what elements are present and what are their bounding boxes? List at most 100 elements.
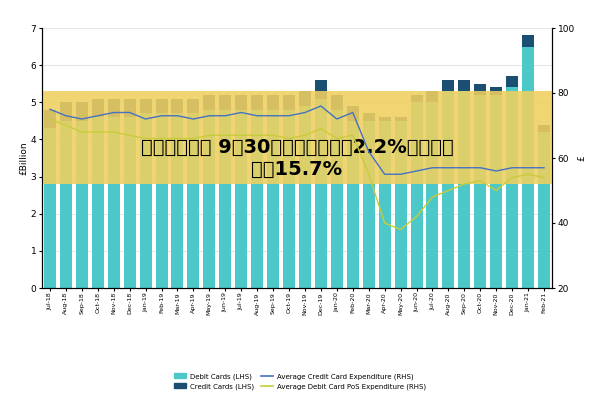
Bar [140, 98, 152, 114]
Bar [522, 36, 534, 46]
Average Credit Card Expenditure (RHS) [301, 110, 308, 115]
Average Credit Card Expenditure (RHS) [476, 165, 484, 170]
Average Debit Card PoS Expenditure (RHS) [333, 136, 340, 141]
Average Debit Card PoS Expenditure (RHS) [110, 130, 118, 134]
Bar [299, 106, 311, 288]
Bar [347, 121, 359, 288]
Average Debit Card PoS Expenditure (RHS) [301, 133, 308, 138]
Y-axis label: £Billion: £Billion [19, 141, 28, 175]
Bar [475, 84, 486, 95]
Bar [315, 80, 327, 98]
Average Credit Card Expenditure (RHS) [541, 165, 548, 170]
Bar [490, 88, 502, 95]
Bar [363, 114, 374, 121]
Bar [490, 95, 502, 288]
Bar [442, 80, 454, 91]
Average Debit Card PoS Expenditure (RHS) [142, 136, 149, 141]
Average Credit Card Expenditure (RHS) [381, 172, 388, 177]
Bar [42, 91, 552, 184]
Y-axis label: £: £ [578, 155, 587, 161]
Bar [187, 98, 199, 114]
Average Debit Card PoS Expenditure (RHS) [126, 133, 133, 138]
Bar [410, 102, 422, 288]
Bar [251, 110, 263, 288]
Bar [220, 95, 231, 110]
Average Debit Card PoS Expenditure (RHS) [174, 136, 181, 141]
Bar [458, 80, 470, 91]
Average Debit Card PoS Expenditure (RHS) [365, 172, 373, 177]
Bar [395, 121, 407, 288]
Bar [76, 102, 88, 121]
Average Debit Card PoS Expenditure (RHS) [349, 133, 356, 138]
Average Credit Card Expenditure (RHS) [206, 113, 213, 118]
Line: Average Debit Card PoS Expenditure (RHS): Average Debit Card PoS Expenditure (RHS) [50, 119, 544, 230]
Average Credit Card Expenditure (RHS) [254, 113, 261, 118]
Bar [235, 95, 247, 110]
Average Debit Card PoS Expenditure (RHS) [381, 221, 388, 226]
Average Debit Card PoS Expenditure (RHS) [397, 227, 404, 232]
Bar [92, 117, 104, 288]
Average Debit Card PoS Expenditure (RHS) [78, 130, 85, 134]
Average Credit Card Expenditure (RHS) [429, 165, 436, 170]
Average Credit Card Expenditure (RHS) [62, 113, 70, 118]
Bar [427, 91, 439, 102]
Bar [331, 95, 343, 110]
Average Debit Card PoS Expenditure (RHS) [206, 133, 213, 138]
Bar [172, 98, 184, 114]
Average Debit Card PoS Expenditure (RHS) [221, 133, 229, 138]
Average Credit Card Expenditure (RHS) [126, 110, 133, 115]
Bar [347, 106, 359, 121]
Bar [44, 128, 56, 288]
Average Debit Card PoS Expenditure (RHS) [413, 214, 420, 219]
Bar [379, 121, 391, 288]
Bar [140, 114, 152, 288]
Average Credit Card Expenditure (RHS) [524, 165, 532, 170]
Average Credit Card Expenditure (RHS) [286, 113, 293, 118]
Bar [187, 114, 199, 288]
Bar [331, 110, 343, 288]
Average Credit Card Expenditure (RHS) [110, 110, 118, 115]
Bar [108, 98, 119, 117]
Bar [220, 110, 231, 288]
Average Credit Card Expenditure (RHS) [269, 113, 277, 118]
Bar [315, 98, 327, 288]
Bar [283, 95, 295, 110]
Bar [475, 95, 486, 288]
Average Debit Card PoS Expenditure (RHS) [429, 194, 436, 199]
Average Debit Card PoS Expenditure (RHS) [524, 172, 532, 177]
Average Debit Card PoS Expenditure (RHS) [46, 117, 53, 122]
Average Credit Card Expenditure (RHS) [78, 117, 85, 122]
Bar [108, 117, 119, 288]
Average Debit Card PoS Expenditure (RHS) [94, 130, 101, 134]
Average Credit Card Expenditure (RHS) [190, 117, 197, 122]
Average Credit Card Expenditure (RHS) [46, 107, 53, 112]
Average Debit Card PoS Expenditure (RHS) [254, 133, 261, 138]
Average Credit Card Expenditure (RHS) [333, 117, 340, 122]
Average Debit Card PoS Expenditure (RHS) [317, 126, 325, 131]
Bar [299, 91, 311, 106]
Bar [92, 98, 104, 117]
Average Credit Card Expenditure (RHS) [413, 169, 420, 174]
Legend: Debit Cards (LHS), Credit Cards (LHS), Average Credit Card Expenditure (RHS), Av: Debit Cards (LHS), Credit Cards (LHS), A… [171, 370, 429, 392]
Average Credit Card Expenditure (RHS) [509, 165, 516, 170]
Average Credit Card Expenditure (RHS) [365, 149, 373, 154]
Bar [538, 124, 550, 132]
Bar [506, 76, 518, 88]
Bar [235, 110, 247, 288]
Average Debit Card PoS Expenditure (RHS) [286, 136, 293, 141]
Average Credit Card Expenditure (RHS) [445, 165, 452, 170]
Bar [251, 95, 263, 110]
Bar [363, 121, 374, 288]
Bar [267, 95, 279, 110]
Bar [442, 91, 454, 288]
Average Credit Card Expenditure (RHS) [174, 113, 181, 118]
Average Credit Card Expenditure (RHS) [493, 169, 500, 174]
Bar [267, 110, 279, 288]
Average Credit Card Expenditure (RHS) [317, 104, 325, 108]
Average Debit Card PoS Expenditure (RHS) [190, 136, 197, 141]
Average Credit Card Expenditure (RHS) [461, 165, 468, 170]
Average Debit Card PoS Expenditure (RHS) [445, 188, 452, 193]
Average Debit Card PoS Expenditure (RHS) [493, 188, 500, 193]
Bar [283, 110, 295, 288]
Average Credit Card Expenditure (RHS) [142, 117, 149, 122]
